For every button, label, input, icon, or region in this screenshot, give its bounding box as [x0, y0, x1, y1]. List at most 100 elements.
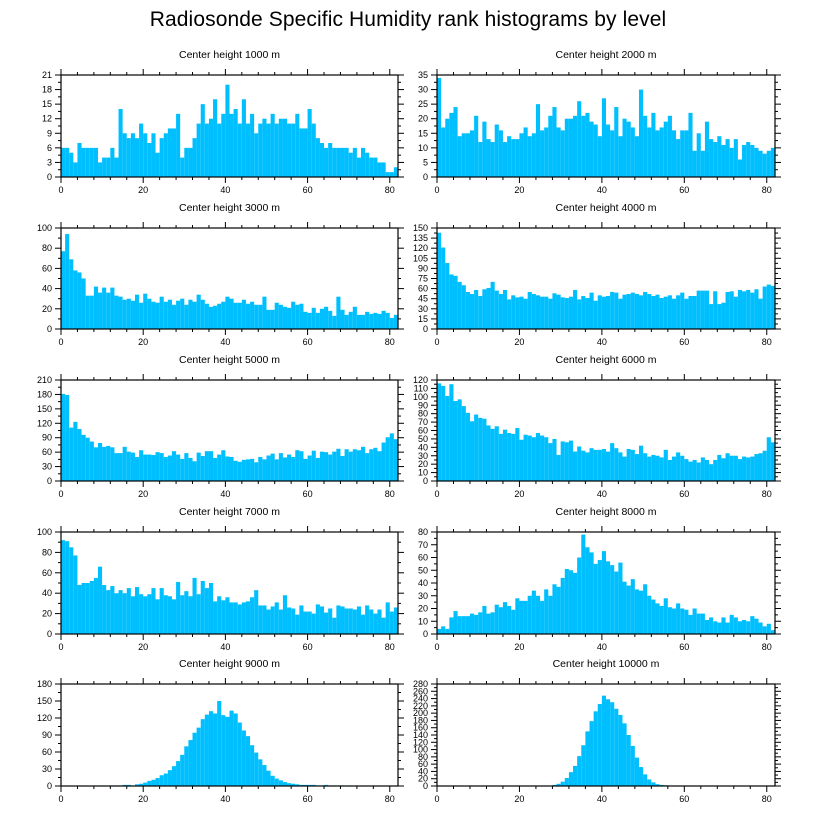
histogram-bar [762, 450, 767, 481]
y-tick-label: 180 [37, 389, 52, 399]
histogram-bar [445, 118, 450, 177]
histogram-bar [577, 101, 582, 177]
x-tick-label: 20 [514, 794, 524, 804]
histogram-bar [217, 123, 222, 177]
histogram-bar [241, 99, 246, 177]
histogram-bar [754, 454, 759, 481]
y-tick-label: 90 [418, 263, 428, 273]
histogram-bar [270, 453, 275, 481]
histogram-bar [581, 115, 586, 177]
histogram-bar [618, 298, 623, 329]
y-tick-label: 105 [413, 253, 428, 263]
histogram-bar [733, 139, 738, 177]
histogram-bar [486, 613, 491, 634]
histogram-bar [461, 285, 466, 329]
histogram-bar [102, 585, 107, 634]
histogram-bar [315, 138, 320, 177]
histogram-bar [332, 451, 337, 481]
histogram-bar [515, 427, 520, 481]
histogram-bar [638, 89, 644, 177]
histogram-bar [511, 609, 516, 634]
histogram-bar [622, 723, 627, 786]
y-tick-label: 100 [413, 392, 428, 402]
y-tick-label: 200 [413, 708, 428, 718]
histogram-bar [262, 605, 267, 634]
histogram-bar [643, 584, 648, 634]
x-tick-label: 80 [385, 337, 395, 347]
histogram-bar [478, 296, 483, 329]
histogram-bar [465, 291, 470, 329]
histogram-bar [692, 296, 697, 329]
histogram-bar [147, 780, 152, 786]
histogram-bar [581, 534, 586, 634]
histogram-bar [167, 770, 172, 786]
y-tick-label: 220 [413, 701, 428, 711]
histogram-bar [270, 606, 275, 634]
histogram-bar [65, 394, 70, 481]
histogram-bar [766, 284, 771, 329]
histogram-bar [709, 139, 714, 177]
histogram-bar [303, 128, 308, 177]
histogram-bar [151, 588, 156, 634]
histogram-bar [733, 617, 738, 634]
histogram-bar [200, 299, 205, 329]
histogram-bar [208, 451, 214, 481]
histogram-panel-8: Center height 8000 m 0 20 40 60 80 0 10 20 30 40 50… [418, 506, 781, 652]
histogram-bar [233, 602, 238, 634]
histogram-bar [381, 617, 386, 634]
histogram-bar [754, 289, 759, 329]
histogram-bar [597, 449, 602, 481]
histogram-bar [519, 133, 524, 177]
histogram-panel-4: Center height 4000 m0 20 40 60 8001530456075… [413, 202, 781, 347]
histogram-bar [482, 418, 487, 481]
x-tick-label: 80 [385, 185, 395, 195]
histogram-bar [564, 568, 569, 634]
histogram-bar [85, 583, 90, 634]
histogram-bar [593, 449, 598, 481]
histogram-bar [597, 560, 602, 634]
y-tick-label: 80 [42, 547, 52, 557]
histogram-bar [490, 612, 495, 634]
y-tick-label: 20 [418, 774, 428, 784]
histogram-bar [610, 291, 615, 329]
histogram-bar [482, 289, 487, 329]
histogram-bar [122, 133, 127, 177]
x-tick-label: 0 [58, 794, 63, 804]
histogram-bar [548, 443, 553, 481]
histogram-bar [766, 623, 771, 634]
histogram-bar [85, 295, 90, 329]
y-tick-label: 30 [42, 764, 52, 774]
histogram-bar [118, 109, 123, 177]
histogram-bar [680, 455, 685, 481]
x-tick-label: 20 [514, 489, 524, 499]
histogram-bar [282, 457, 288, 481]
panel-title: Center height 4000 m [556, 202, 657, 214]
histogram-bar [445, 263, 450, 329]
histogram-bar [515, 297, 520, 329]
histogram-bar [709, 617, 714, 634]
histogram-bar [217, 596, 222, 634]
histogram-bar [511, 139, 516, 177]
histogram-bar [651, 599, 656, 634]
histogram-bar [770, 147, 775, 177]
histogram-bar [573, 115, 578, 177]
histogram-bar [486, 139, 491, 177]
histogram-bar [65, 541, 70, 634]
histogram-bar [167, 455, 172, 481]
histogram-bar [287, 307, 292, 329]
histogram-bar [671, 608, 677, 634]
histogram-bar [659, 605, 664, 634]
histogram-bar [237, 302, 242, 329]
y-tick-label: 30 [42, 462, 52, 472]
histogram-bar [676, 452, 681, 481]
y-tick-label: 10 [418, 143, 428, 153]
histogram-bar [573, 289, 578, 329]
histogram-bar [167, 596, 172, 634]
y-tick-label: 40 [418, 442, 428, 452]
histogram-bar [159, 138, 164, 177]
histogram-bar [324, 147, 329, 177]
histogram-bar [630, 449, 635, 481]
histogram-bar [659, 298, 664, 329]
y-tick-label: 210 [37, 375, 52, 385]
histogram-bar [184, 591, 189, 634]
